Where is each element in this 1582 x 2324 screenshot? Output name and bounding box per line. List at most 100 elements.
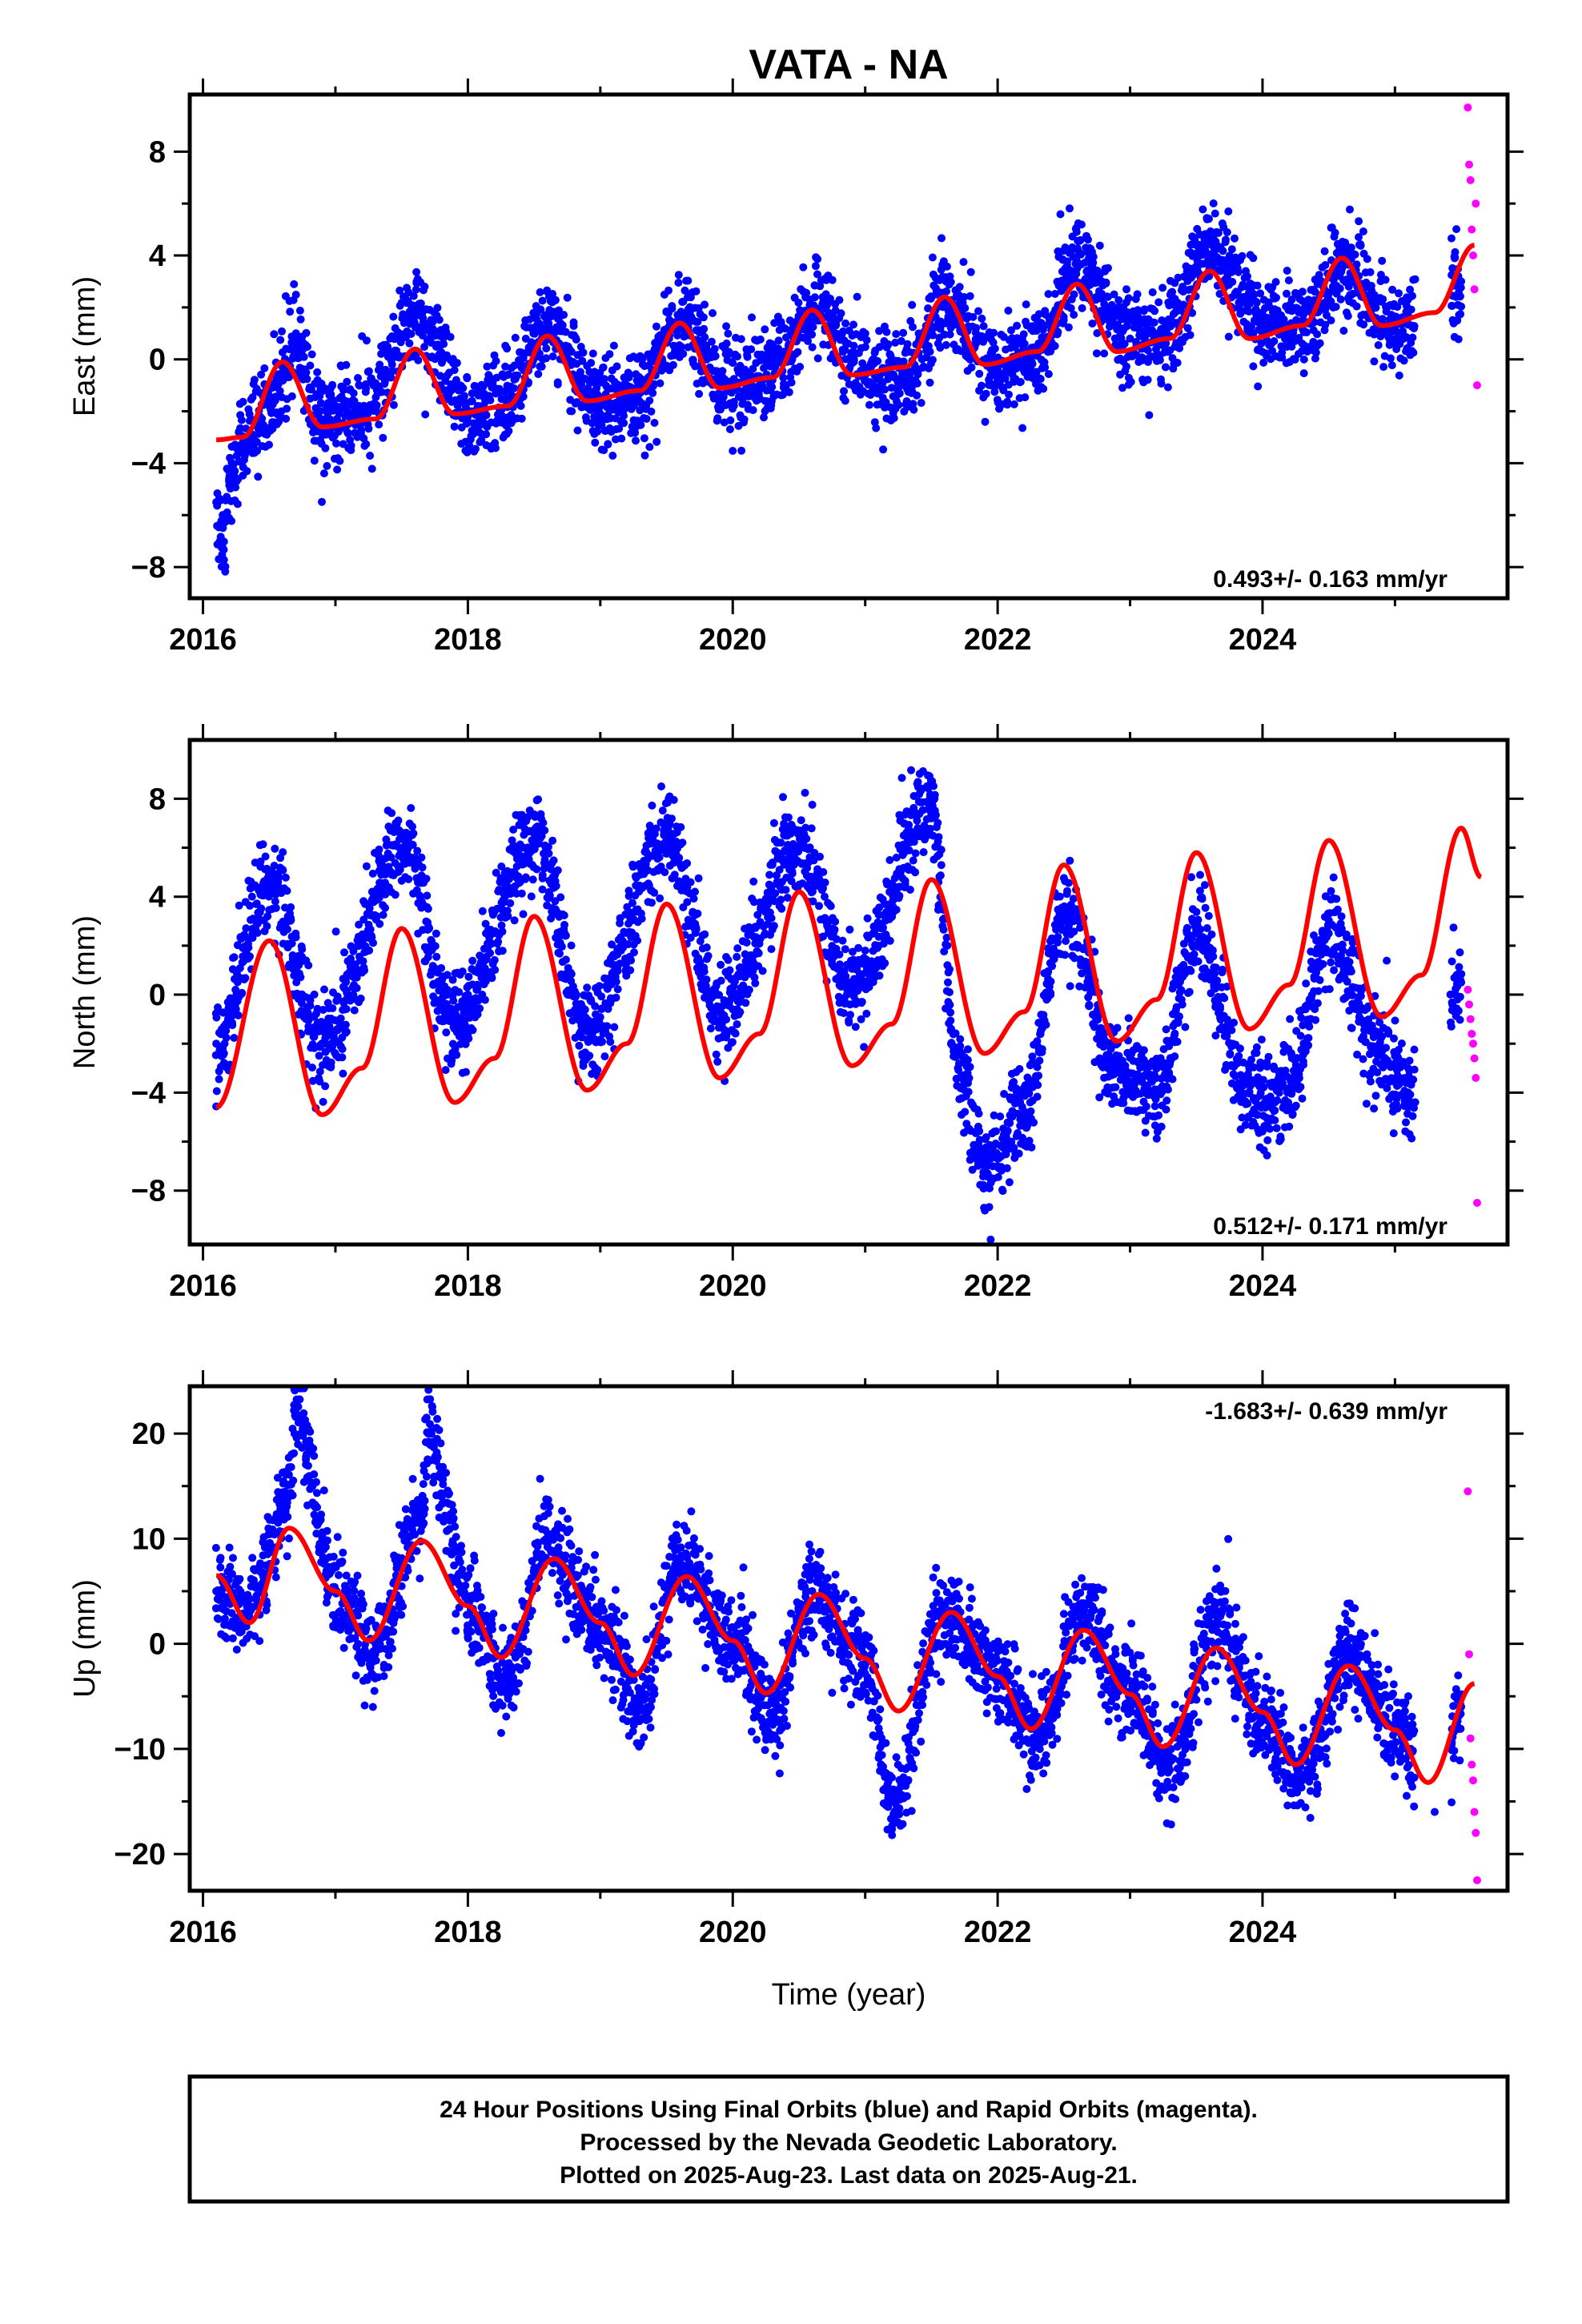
east-final-point <box>362 440 371 448</box>
north-final-point <box>228 1019 236 1027</box>
east-final-point <box>990 344 999 353</box>
east-final-point <box>278 327 286 336</box>
north-final-point <box>408 822 416 831</box>
east-final-point <box>229 460 238 469</box>
east-final-point <box>239 397 247 406</box>
north-final-point <box>212 1087 221 1096</box>
north-final-point <box>686 878 695 887</box>
east-final-point <box>701 300 709 309</box>
east-final-point <box>1327 316 1335 325</box>
east-final-point <box>1219 247 1227 255</box>
north-final-point <box>534 795 543 804</box>
east-final-point <box>924 342 933 351</box>
north-final-point <box>360 966 369 975</box>
east-final-point <box>354 374 362 382</box>
north-final-point <box>713 1057 722 1066</box>
east-final-point <box>1270 337 1279 345</box>
east-final-point <box>1338 264 1347 273</box>
east-final-point <box>1284 276 1293 285</box>
east-final-point <box>568 407 576 416</box>
east-final-point <box>375 420 383 429</box>
east-final-point <box>837 309 845 318</box>
east-final-point <box>212 498 221 506</box>
north-final-point <box>815 902 823 911</box>
north-final-point <box>350 1006 359 1015</box>
east-final-point <box>1283 267 1291 275</box>
east-final-point <box>1037 319 1046 328</box>
east-final-point <box>332 439 340 448</box>
north-final-point <box>788 869 797 878</box>
east-final-point <box>631 428 640 437</box>
north-final-point <box>797 816 805 825</box>
east-final-point <box>908 300 917 309</box>
east-final-point <box>813 354 822 363</box>
east-final-point <box>692 287 701 296</box>
east-final-point <box>519 392 528 401</box>
north-final-point <box>768 860 777 869</box>
north-final-point <box>689 895 698 903</box>
east-final-point <box>841 319 850 328</box>
east-final-point <box>364 367 373 376</box>
east-final-point <box>802 288 811 297</box>
east-final-point <box>865 400 873 409</box>
east-final-point <box>961 304 970 312</box>
east-final-point <box>909 405 918 414</box>
north-final-point <box>816 852 824 861</box>
north-final-point <box>473 980 481 989</box>
east-final-point <box>1211 209 1219 218</box>
east-final-point <box>362 384 371 393</box>
east-final-point <box>656 379 665 388</box>
east-final-point <box>486 396 495 404</box>
east-final-point <box>420 343 428 352</box>
east-final-point <box>479 382 488 391</box>
east-final-point <box>899 328 908 337</box>
east-final-point <box>1199 205 1207 214</box>
north-final-point <box>341 1020 350 1029</box>
north-final-point <box>572 991 580 999</box>
east-final-point <box>561 328 570 336</box>
north-final-point <box>263 922 271 931</box>
north-final-point <box>521 873 530 882</box>
east-final-point <box>1249 254 1258 263</box>
east-ytick-label: −4 <box>131 447 166 480</box>
east-final-point <box>1155 356 1164 364</box>
north-final-point <box>722 1015 731 1023</box>
east-final-point <box>1259 358 1268 367</box>
east-final-point <box>1070 290 1078 299</box>
east-final-point <box>942 287 950 296</box>
east-final-point <box>875 343 884 352</box>
east-final-point <box>1020 340 1029 348</box>
east-final-point <box>748 313 756 322</box>
east-final-point <box>674 271 683 279</box>
north-final-point <box>636 909 645 918</box>
north-final-point <box>319 1097 327 1106</box>
north-final-point <box>648 899 656 907</box>
east-final-point <box>1378 256 1387 265</box>
east-final-point <box>774 336 783 345</box>
east-final-point <box>882 328 891 336</box>
north-final-point <box>741 999 750 1007</box>
east-final-point <box>497 395 506 404</box>
east-final-point <box>679 349 688 358</box>
north-final-point <box>257 904 266 913</box>
north-final-point <box>669 795 678 804</box>
east-final-point <box>909 400 917 408</box>
east-final-point <box>718 367 727 376</box>
north-final-point <box>656 894 665 903</box>
east-final-point <box>363 336 371 345</box>
north-final-point <box>767 945 776 954</box>
east-final-point <box>1313 330 1322 339</box>
north-final-point <box>259 840 267 849</box>
east-final-point <box>743 352 752 361</box>
east-final-point <box>808 330 817 339</box>
east-final-point <box>1253 281 1262 290</box>
east-final-point <box>889 414 898 423</box>
north-final-point <box>765 908 774 917</box>
east-final-point <box>1126 334 1134 343</box>
east-final-point <box>722 339 731 348</box>
east-final-point <box>405 339 414 348</box>
north-final-point <box>725 966 734 975</box>
east-final-point <box>1089 252 1098 261</box>
north-final-point <box>749 877 758 886</box>
